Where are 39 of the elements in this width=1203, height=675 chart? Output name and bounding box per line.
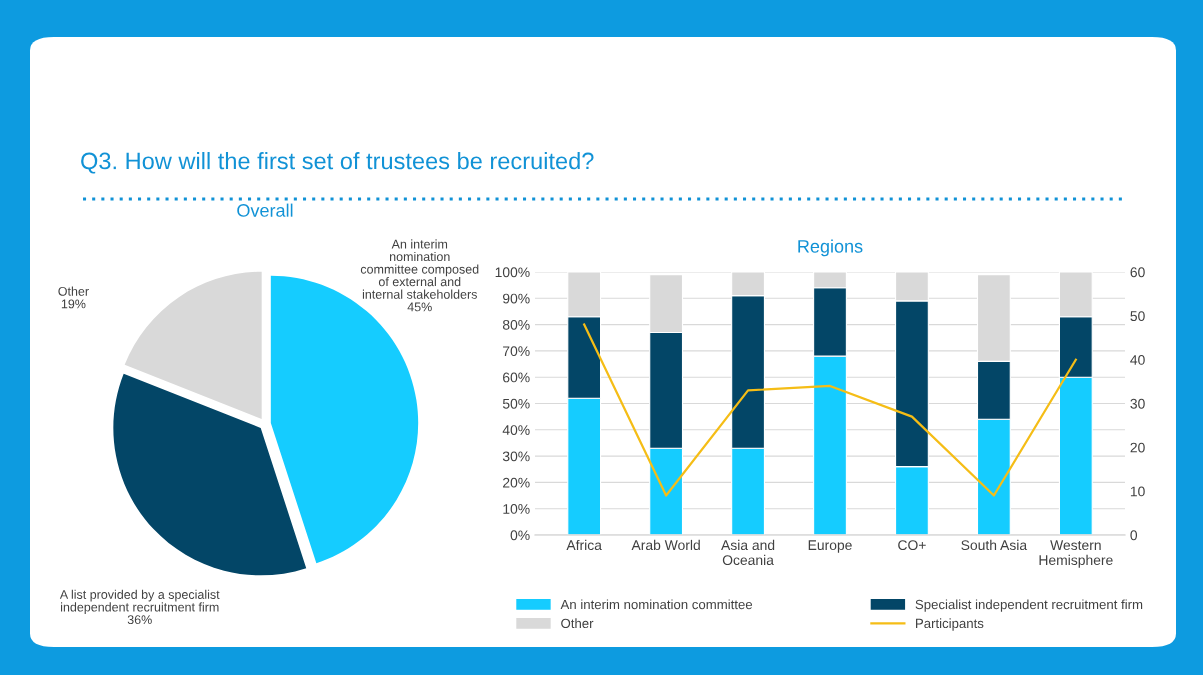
line-series <box>583 323 1077 497</box>
x-tick-label: Europe <box>808 540 852 553</box>
y-tick-label: 100% <box>495 267 530 278</box>
x-tick-label: Africa <box>566 539 602 551</box>
text: Q3. How will the first set of trustees be recruited? <box>81 152 594 174</box>
y-tick-label: 20% <box>503 477 530 488</box>
y2-tick-label: 0 <box>1130 530 1138 541</box>
y-tick-label: 30% <box>502 451 530 462</box>
slice-label: A list provided by a specialist independent recruitment firm <box>59 589 220 614</box>
x-tick-label: Western Hemisphere <box>1039 540 1113 568</box>
x-tick-label: Asia and Oceania <box>721 539 775 566</box>
y-tick-label: 80% <box>502 319 530 330</box>
data-label: 36% <box>127 615 152 625</box>
legend-label: Other <box>561 618 594 629</box>
slice-label: An interim nomination committee composed of external and internal stakeholders <box>360 239 479 299</box>
y-tick-label: 10% <box>503 504 530 514</box>
x-tick-label: CO+ <box>898 540 926 551</box>
y-tick-label: 90% <box>502 293 530 304</box>
legend-label: Participants <box>916 618 984 631</box>
y-tick-label: 70% <box>503 346 530 357</box>
y2-tick-label: 30 <box>1130 398 1145 409</box>
y-tick-label: 0% <box>510 530 530 541</box>
y-tick-label: 60% <box>503 372 530 383</box>
x-tick-label: Arab World <box>631 539 700 551</box>
slice-label: Other <box>58 286 89 296</box>
y2-tick-label: 50 <box>1130 311 1145 321</box>
x-tick-label: South Asia <box>961 539 1028 551</box>
y2-tick-label: 20 <box>1130 442 1145 453</box>
chart-title: Regions <box>798 239 863 257</box>
y2-tick-label: 10 <box>1130 486 1145 497</box>
y-tick-label: 50% <box>502 398 530 409</box>
legend-label: An interim nomination committee <box>560 599 753 610</box>
y2-tick-label: 40 <box>1130 355 1145 365</box>
legend-label: Specialist independent recruitment firm <box>915 599 1143 612</box>
y-tick-label: 40% <box>502 425 530 435</box>
data-label: 19% <box>61 299 86 309</box>
y2-tick-label: 60 <box>1130 267 1145 278</box>
chart-title: Overall <box>237 203 293 217</box>
data-label: 45% <box>407 302 432 312</box>
